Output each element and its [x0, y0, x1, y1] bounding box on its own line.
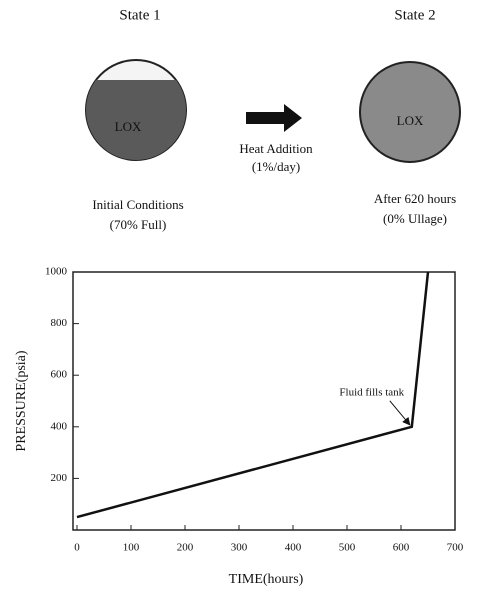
- y-tick-label: 200: [51, 472, 68, 484]
- x-tick-label: 500: [339, 542, 356, 554]
- annotation-arrow: [389, 400, 411, 426]
- caption: (70% Full): [110, 217, 167, 232]
- x-tick-label: 200: [177, 542, 194, 554]
- x-axis-label: TIME(hours): [229, 572, 304, 587]
- plot-frame: [72, 271, 456, 531]
- x-tick-label: 100: [123, 542, 140, 554]
- tank-state-2: [359, 61, 461, 163]
- y-tick-label: 800: [51, 317, 68, 329]
- state-title: State 1: [119, 7, 160, 23]
- state-title: State 2: [394, 7, 435, 23]
- annotation: Fluid fills tank: [339, 386, 404, 398]
- y-tick-label: 1000: [45, 266, 68, 278]
- caption: (0% Ullage): [383, 211, 447, 226]
- caption: Initial Conditions: [92, 197, 183, 212]
- arrow: [246, 104, 302, 132]
- x-tick-label: 300: [231, 542, 248, 554]
- y-tick-label: 600: [51, 369, 68, 381]
- tank-label: LOX: [397, 113, 424, 128]
- y-axis-label: PRESSURE(psia): [14, 350, 29, 451]
- x-tick-label: 400: [285, 542, 302, 554]
- y-tick-label: 400: [51, 420, 68, 432]
- tank-label: LOX: [115, 119, 142, 134]
- tank-state-1: [85, 59, 187, 161]
- caption: After 620 hours: [374, 191, 456, 206]
- x-tick-label: 600: [393, 542, 410, 554]
- x-tick-label: 0: [74, 542, 80, 554]
- line-series: [76, 271, 430, 519]
- arrow-label: Heat Addition: [239, 141, 313, 156]
- x-tick-label: 700: [447, 542, 464, 554]
- arrow-label: (1%/day): [252, 159, 300, 174]
